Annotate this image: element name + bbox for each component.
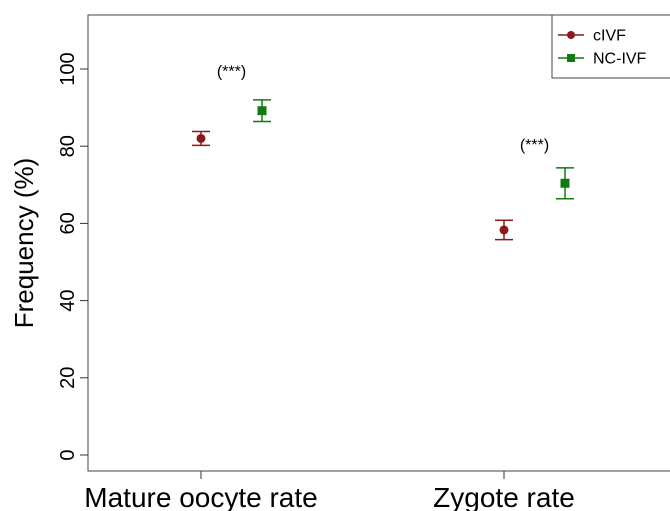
series-NC-IVF: [253, 99, 574, 200]
y-tick-label-80: 80: [57, 135, 79, 157]
point-cIVF-0: [196, 133, 206, 143]
point-NC-IVF-1: [560, 178, 570, 188]
legend-label-cIVF: cIVF: [593, 28, 626, 45]
point-cIVF-1: [499, 225, 509, 235]
x-tick-label-0: Mature oocyte rate: [84, 482, 317, 511]
point-NC-IVF-0: [257, 106, 267, 116]
y-axis-title: Frequency (%): [9, 158, 39, 329]
x-axis: Mature oocyte rate Zygote rate: [84, 471, 575, 511]
y-tick-label-40: 40: [57, 289, 79, 311]
legend: cIVF NC-IVF: [551, 14, 670, 79]
y-tick-label-20: 20: [57, 367, 79, 389]
series-cIVF: [192, 130, 513, 241]
legend-box: [551, 14, 670, 79]
significance-annotation-1: (***): [520, 137, 549, 154]
x-tick-label-1: Zygote rate: [433, 482, 575, 511]
significance-annotation-0: (***): [217, 64, 246, 81]
y-tick-label-0: 0: [57, 449, 79, 460]
legend-marker-cIVF: [567, 31, 575, 39]
y-axis: 0 20 40 60 80 100: [57, 52, 88, 461]
series-layer: [192, 99, 574, 241]
y-tick-label-60: 60: [57, 212, 79, 234]
plot-frame: [87, 14, 670, 472]
annotation-layer: (***) (***): [217, 64, 549, 154]
y-tick-label-100: 100: [57, 52, 79, 85]
legend-marker-NC-IVF: [567, 54, 575, 62]
legend-label-NC-IVF: NC-IVF: [593, 51, 647, 68]
